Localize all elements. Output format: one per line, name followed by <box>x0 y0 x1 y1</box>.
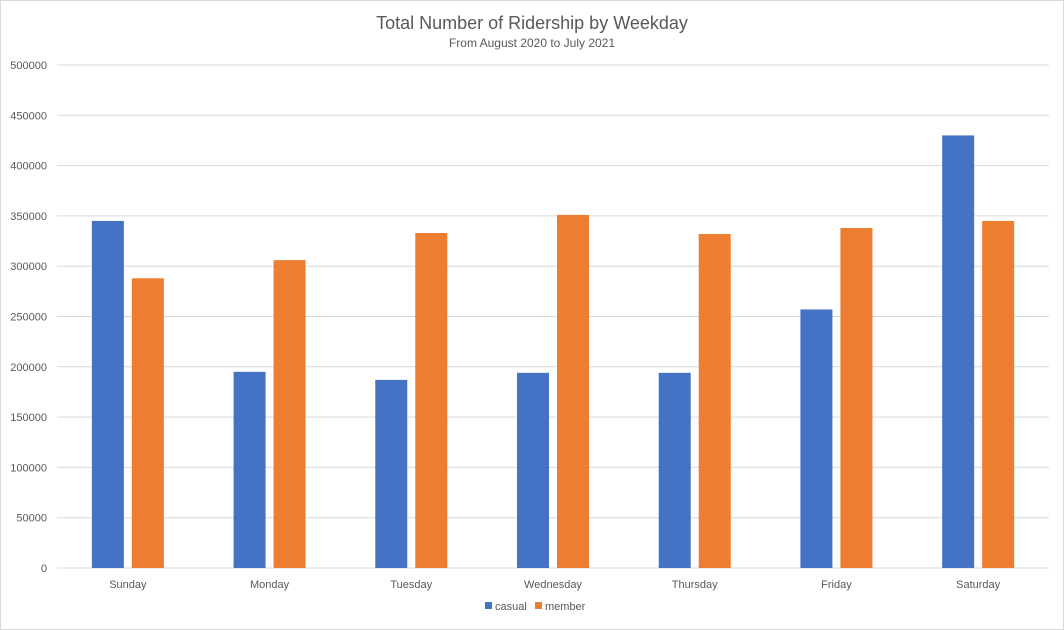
bar-casual-tuesday <box>375 379 408 568</box>
legend-swatch-casual <box>485 602 492 609</box>
legend-label-member: member <box>545 601 586 613</box>
bar-member-tuesday <box>415 233 448 568</box>
gridlines <box>57 64 1049 569</box>
bar-member-monday <box>273 260 306 568</box>
legend-swatch-member <box>535 602 542 609</box>
x-tick-label: Wednesday <box>524 579 582 591</box>
bar-casual-thursday <box>658 372 691 568</box>
y-tick-label: 200000 <box>10 362 47 374</box>
x-tick-label: Monday <box>250 579 290 591</box>
bar-casual-friday <box>800 309 833 568</box>
bar-member-wednesday <box>557 214 589 569</box>
x-tick-label: Tuesday <box>390 579 432 591</box>
x-tick-label: Friday <box>821 579 852 591</box>
bar-casual-sunday <box>91 220 124 568</box>
legend: casual member <box>485 601 586 613</box>
bar-casual-monday <box>233 371 266 568</box>
y-tick-label: 450000 <box>10 110 47 122</box>
chart-title: Total Number of Ridership by Weekday <box>376 13 688 33</box>
y-tick-label: 50000 <box>16 513 47 525</box>
y-tick-label: 100000 <box>10 462 47 474</box>
bar-casual-saturday <box>942 135 975 569</box>
chart-subtitle: From August 2020 to July 2021 <box>449 36 615 50</box>
x-tick-label: Thursday <box>672 579 718 591</box>
bar-casual-wednesday <box>517 372 549 568</box>
bar-member-sunday <box>131 278 164 568</box>
y-tick-label: 500000 <box>10 60 47 72</box>
y-tick-label: 350000 <box>10 211 47 223</box>
x-tick-label: Sunday <box>109 579 147 591</box>
legend-label-casual: casual <box>495 601 527 613</box>
y-tick-label: 150000 <box>10 412 47 424</box>
x-axis-ticks: Sunday Monday Tuesday Wednesday Thursday Frid… <box>109 579 1000 591</box>
y-tick-label: 0 <box>41 563 47 575</box>
bar-member-saturday <box>982 220 1015 568</box>
y-tick-label: 300000 <box>10 261 47 273</box>
bar-member-thursday <box>698 234 731 568</box>
bars <box>91 135 1015 569</box>
x-tick-label: Saturday <box>956 579 1001 591</box>
bar-member-friday <box>840 227 873 569</box>
y-axis-ticks: 0 50000 100000 150000 200000 250000 300000 3500… <box>10 60 47 575</box>
y-tick-label: 400000 <box>10 161 47 173</box>
y-tick-label: 250000 <box>10 312 47 324</box>
